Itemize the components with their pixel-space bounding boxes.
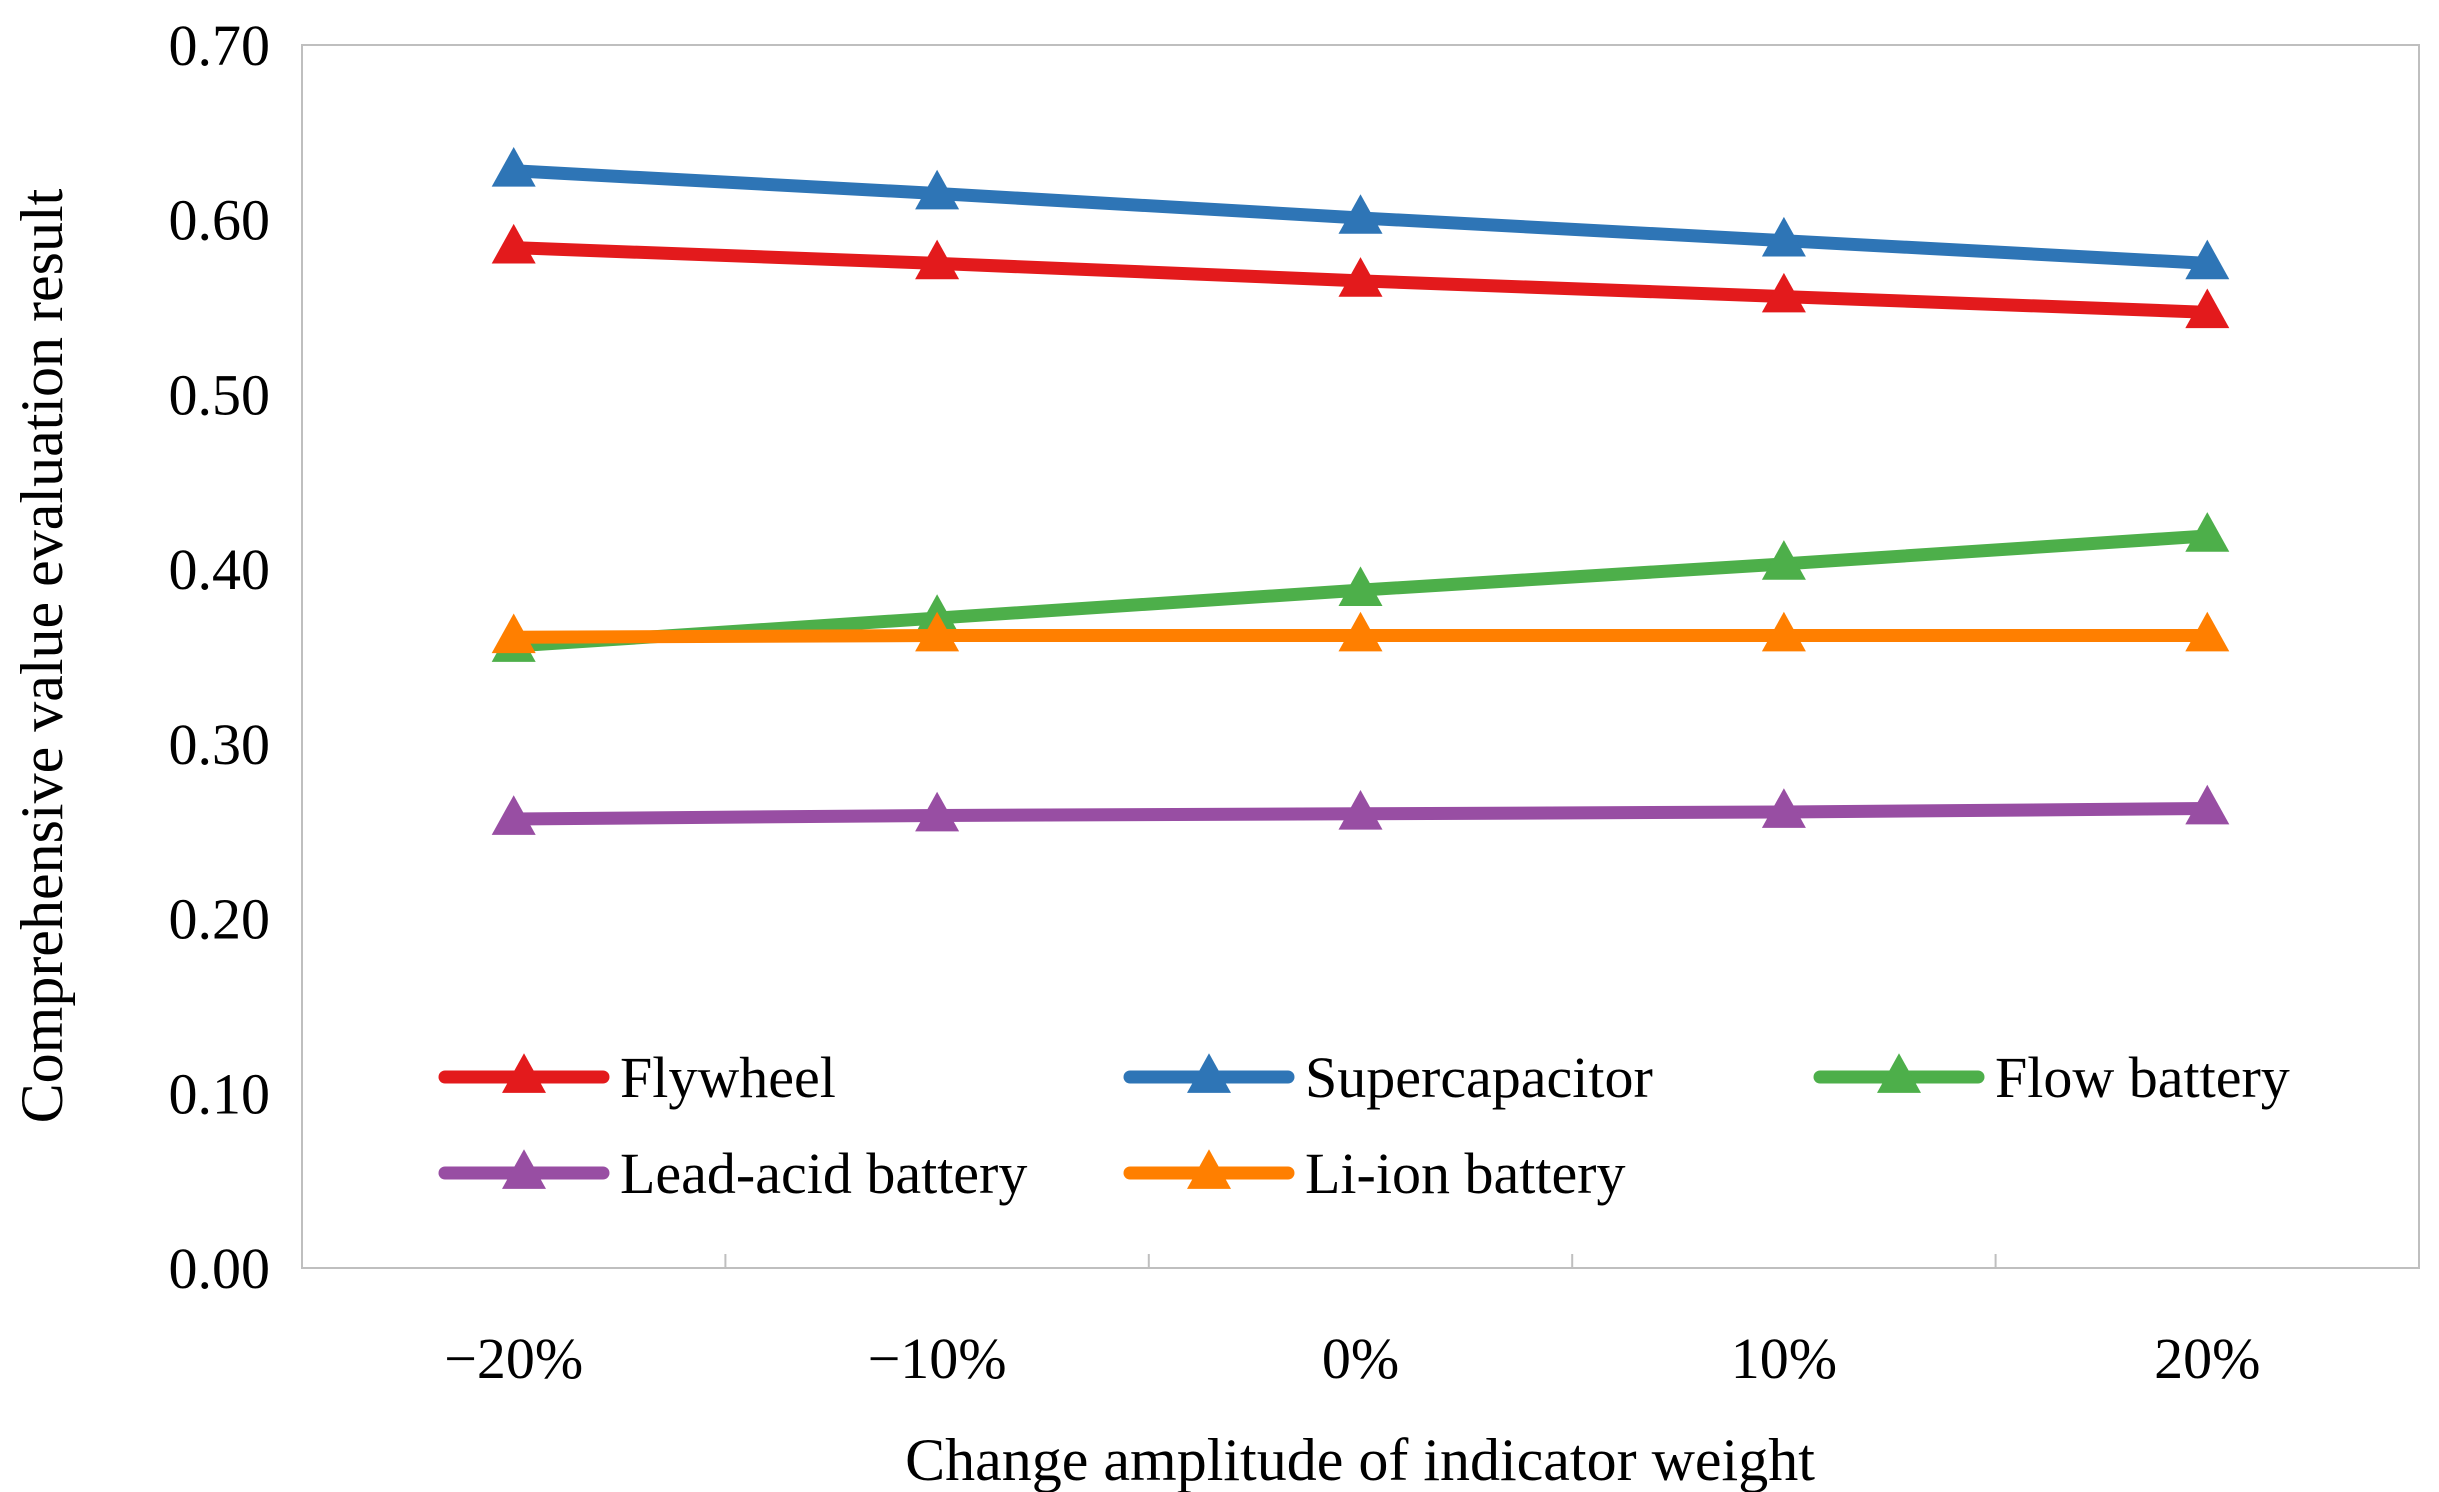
data-point-li-ion-battery (915, 611, 960, 652)
x-axis-title: Change amplitude of indicator weight (905, 1427, 1815, 1492)
data-point-flywheel (491, 223, 536, 264)
data-point-flywheel (915, 239, 960, 280)
data-point-flywheel (1761, 272, 1806, 313)
legend-marker-flow-battery (1877, 1053, 1921, 1093)
x-axis-ticks (724, 1254, 1997, 1268)
data-point-li-ion-battery (2185, 611, 2230, 652)
series-layer (491, 147, 2230, 835)
y-tick-label: 0.30 (169, 712, 271, 777)
data-point-flow-battery (2185, 512, 2230, 552)
legend-marker-lead-acid-battery (502, 1149, 546, 1189)
data-point-supercapacitor (491, 147, 536, 187)
data-point-supercapacitor (2185, 239, 2230, 280)
data-point-lead-acid-battery (1761, 788, 1806, 828)
data-point-lead-acid-battery (491, 795, 536, 835)
y-tick-label: 0.50 (169, 362, 271, 427)
legend-label-lead-acid-battery: Lead-acid battery (620, 1141, 1027, 1206)
legend-label-li-ion-battery: Li-ion battery (1305, 1141, 1626, 1206)
y-tick-label: 0.70 (169, 13, 271, 78)
y-tick-label: 0.60 (169, 188, 271, 253)
legend-label-flow-battery: Flow battery (1995, 1045, 2290, 1110)
legend: Flywheel Supercapacitor Flow battery Lead-a… (438, 1045, 2290, 1206)
data-point-flow-battery (1761, 540, 1806, 580)
x-tick-label: −20% (444, 1326, 583, 1391)
y-axis-title: Comprehensive value evaluation result (9, 188, 75, 1123)
legend-label-supercapacitor: Supercapacitor (1305, 1045, 1653, 1110)
legend-label-flywheel: Flywheel (620, 1045, 836, 1110)
legend-marker-li-ion-battery (1187, 1149, 1231, 1189)
y-axis-tick-labels: 0.00 0.10 0.20 0.30 0.40 0.50 0.60 0.70 (169, 13, 271, 1301)
data-point-supercapacitor (1338, 194, 1383, 234)
data-point-flow-battery (1338, 566, 1383, 606)
x-tick-label: 10% (1731, 1326, 1837, 1391)
y-tick-label: 0.20 (169, 887, 271, 952)
data-point-flywheel (2185, 288, 2230, 329)
data-point-lead-acid-battery (2185, 784, 2230, 825)
y-tick-label: 0.40 (169, 537, 271, 602)
legend-marker-supercapacitor (1187, 1053, 1231, 1093)
data-point-li-ion-battery (1761, 611, 1806, 652)
y-tick-label: 0.10 (169, 1061, 271, 1126)
y-tick-label: 0.00 (169, 1236, 271, 1301)
x-tick-label: −10% (868, 1326, 1007, 1391)
x-tick-label: 20% (2154, 1326, 2260, 1391)
data-point-supercapacitor (1761, 216, 1806, 257)
data-point-lead-acid-battery (915, 791, 960, 832)
x-tick-label: 0% (1322, 1326, 1399, 1391)
data-point-flywheel (1338, 257, 1383, 297)
x-axis-tick-labels: −20% −10% 0% 10% 20% (444, 1326, 2260, 1391)
data-point-lead-acid-battery (1338, 789, 1383, 830)
data-point-supercapacitor (915, 169, 960, 210)
data-point-li-ion-battery (1338, 611, 1383, 652)
data-point-li-ion-battery (491, 613, 536, 654)
legend-marker-flywheel (502, 1053, 546, 1093)
